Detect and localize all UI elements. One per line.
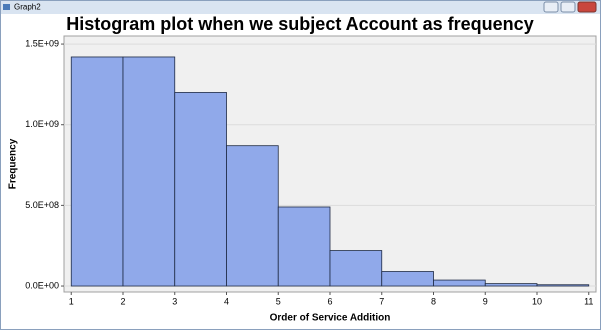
chart-title: Histogram plot when we subject Account a…: [66, 14, 533, 34]
bar: [277, 206, 331, 287]
bar: [329, 250, 383, 287]
y-axis-label: Frequency: [8, 138, 19, 189]
x-tick-label: 11: [584, 296, 593, 306]
bar: [174, 92, 227, 287]
bar: [536, 284, 590, 287]
x-tick-label: 1: [69, 296, 74, 306]
minimize-button[interactable]: [543, 1, 559, 13]
x-axis-label: Order of Service Addition: [270, 313, 391, 324]
x-tick-label: 5: [276, 296, 281, 306]
bar: [433, 279, 486, 287]
y-tick-label: 5.0E+08: [25, 200, 59, 210]
x-tick-label: 10: [532, 296, 542, 306]
x-tick-label: 4: [224, 296, 229, 306]
x-tick-label: 8: [431, 296, 436, 306]
x-tick-label: 7: [379, 296, 384, 306]
bar: [484, 283, 538, 287]
bar: [381, 271, 434, 287]
window-icon: [3, 4, 10, 10]
x-tick-label: 2: [120, 296, 125, 306]
bar: [122, 56, 176, 287]
close-button[interactable]: [577, 1, 597, 13]
x-tick-label: 6: [327, 296, 332, 306]
title-bar: [1, 1, 600, 14]
restore-button[interactable]: [560, 1, 576, 13]
x-tick-label: 3: [172, 296, 177, 306]
bar: [226, 145, 279, 287]
bar: [70, 56, 124, 287]
y-tick-label: 1.0E+09: [25, 119, 59, 129]
y-tick-label: 1.5E+09: [25, 38, 59, 48]
y-tick-label: 0.0E+00: [25, 280, 59, 290]
window-title: Graph2: [14, 3, 41, 12]
x-tick-label: 9: [483, 296, 488, 306]
